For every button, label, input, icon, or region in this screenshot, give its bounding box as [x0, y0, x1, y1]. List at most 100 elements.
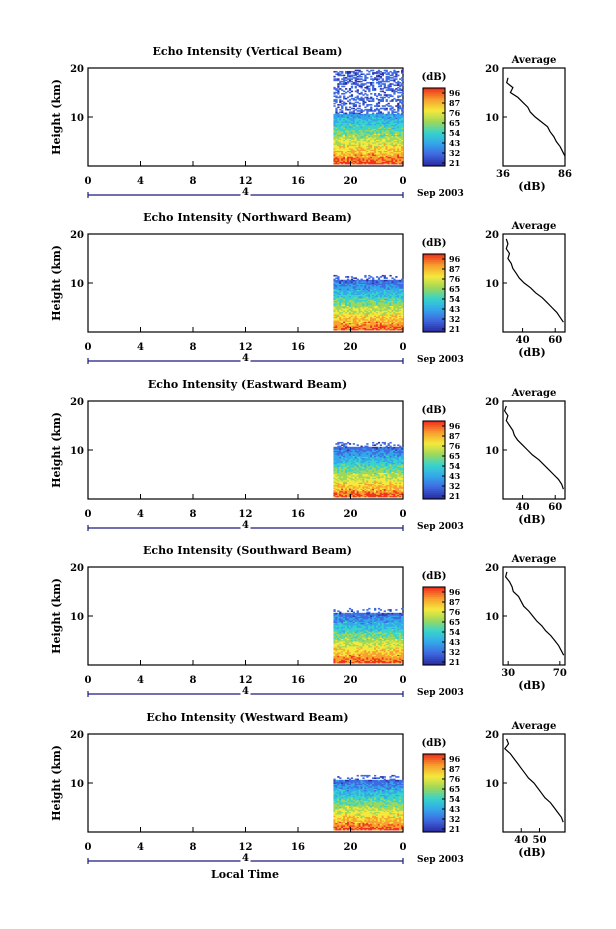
heatmap-cell	[356, 325, 359, 327]
heatmap-cell	[368, 287, 371, 289]
heatmap-cell	[387, 479, 390, 482]
heatmap-cell	[389, 301, 392, 304]
heatmap-cell	[364, 132, 367, 134]
heatmap-cell	[341, 143, 344, 145]
heatmap-cell	[366, 488, 369, 491]
heatmap-cell	[364, 486, 367, 488]
heatmap-cell	[333, 288, 336, 291]
heatmap-cell	[375, 135, 379, 138]
heatmap-cell	[356, 107, 359, 110]
heatmap-cell	[345, 143, 348, 145]
heatmap-cell	[372, 455, 375, 458]
heatmap-cell	[399, 293, 402, 295]
heatmap-cell	[337, 145, 340, 148]
heatmap-cell	[379, 311, 383, 314]
heatmap-cell	[345, 484, 348, 487]
heatmap-cell	[368, 489, 371, 492]
heatmap-cell	[370, 104, 373, 106]
heatmap-cell	[335, 484, 338, 487]
heatmap-cell	[339, 153, 342, 155]
heatmap-cell	[391, 319, 394, 321]
heatmap-cell	[354, 457, 357, 460]
heatmap-cell	[375, 118, 379, 121]
heatmap-cell	[356, 116, 359, 118]
heatmap-cell	[346, 315, 350, 317]
heatmap-cell	[389, 477, 392, 480]
heatmap-cell	[381, 300, 384, 303]
heatmap-cell	[346, 162, 350, 165]
heatmap-cell	[333, 145, 336, 148]
heatmap-cell	[356, 321, 359, 324]
heatmap-cell	[374, 290, 377, 293]
heatmap-cell	[337, 90, 340, 93]
heatmap-cell	[362, 126, 365, 128]
heatmap-cell	[339, 495, 342, 498]
heatmap-cell	[356, 101, 359, 104]
heatmap-cell	[401, 83, 404, 85]
heatmap-cell	[379, 81, 383, 84]
heatmap-cell	[339, 95, 342, 98]
heatmap-cell	[346, 80, 350, 83]
heatmap-cell	[346, 123, 350, 126]
heatmap-cell	[399, 123, 402, 126]
heatmap-cell	[339, 70, 342, 73]
heatmap-cell	[346, 150, 350, 153]
heatmap-cell	[399, 298, 402, 300]
heatmap-cell	[364, 472, 367, 475]
heatmap-cell	[360, 150, 363, 153]
heatmap-cell	[377, 102, 381, 105]
heatmap-cell	[333, 148, 336, 150]
heatmap-cell	[346, 479, 350, 482]
heatmap-cell	[360, 157, 363, 160]
heatmap-cell	[341, 323, 344, 326]
heatmap-cell	[381, 144, 384, 147]
heatmap-cell	[379, 444, 383, 446]
heatmap-cell	[358, 489, 361, 492]
heatmap-cell	[358, 322, 361, 325]
heatmap-cell	[377, 146, 381, 149]
heatmap-cell	[393, 294, 396, 297]
heatmap-cell	[360, 495, 363, 498]
heatmap-cell	[381, 288, 384, 291]
heatmap-cell	[372, 149, 375, 151]
heatmap-cell	[375, 128, 379, 131]
heatmap-cell	[343, 299, 346, 302]
heatmap-cell	[389, 153, 392, 155]
heatmap-cell	[346, 143, 350, 145]
heatmap-cell	[364, 452, 367, 455]
heatmap-cell	[385, 289, 388, 292]
heatmap-cell	[352, 161, 355, 164]
heatmap-cell	[364, 279, 367, 282]
heatmap-cell	[341, 284, 344, 287]
heatmap-cell	[337, 479, 340, 482]
heatmap-cell	[375, 79, 379, 82]
heatmap-cell	[343, 488, 346, 491]
heatmap-cell	[341, 315, 344, 317]
heatmap-cell	[346, 70, 350, 73]
heatmap-cell	[389, 159, 392, 161]
heatmap-cell	[393, 311, 396, 314]
heatmap-cell	[360, 117, 363, 120]
heatmap-cell	[393, 137, 396, 139]
heatmap-cell	[366, 450, 369, 453]
heatmap-cell	[395, 310, 398, 313]
heatmap-cell	[345, 455, 348, 458]
heatmap-cell	[341, 307, 344, 310]
heatmap-cell	[346, 455, 350, 458]
heatmap-cell	[335, 309, 338, 311]
heatmap-cell	[352, 300, 355, 303]
heatmap-cell	[366, 111, 369, 113]
heatmap-cell	[377, 138, 381, 140]
heatmap-cell	[337, 74, 340, 77]
heatmap-cell	[393, 289, 396, 292]
heatmap-cell	[368, 70, 371, 73]
heatmap-cell	[374, 295, 377, 298]
heatmap-cell	[368, 468, 371, 471]
heatmap-cell	[389, 281, 392, 283]
heatmap-cell	[377, 108, 381, 111]
heatmap-cell	[358, 107, 361, 110]
heatmap-cell	[337, 460, 340, 462]
heatmap-cell	[366, 126, 369, 128]
heatmap-cell	[333, 492, 336, 494]
heatmap-cell	[335, 116, 338, 118]
